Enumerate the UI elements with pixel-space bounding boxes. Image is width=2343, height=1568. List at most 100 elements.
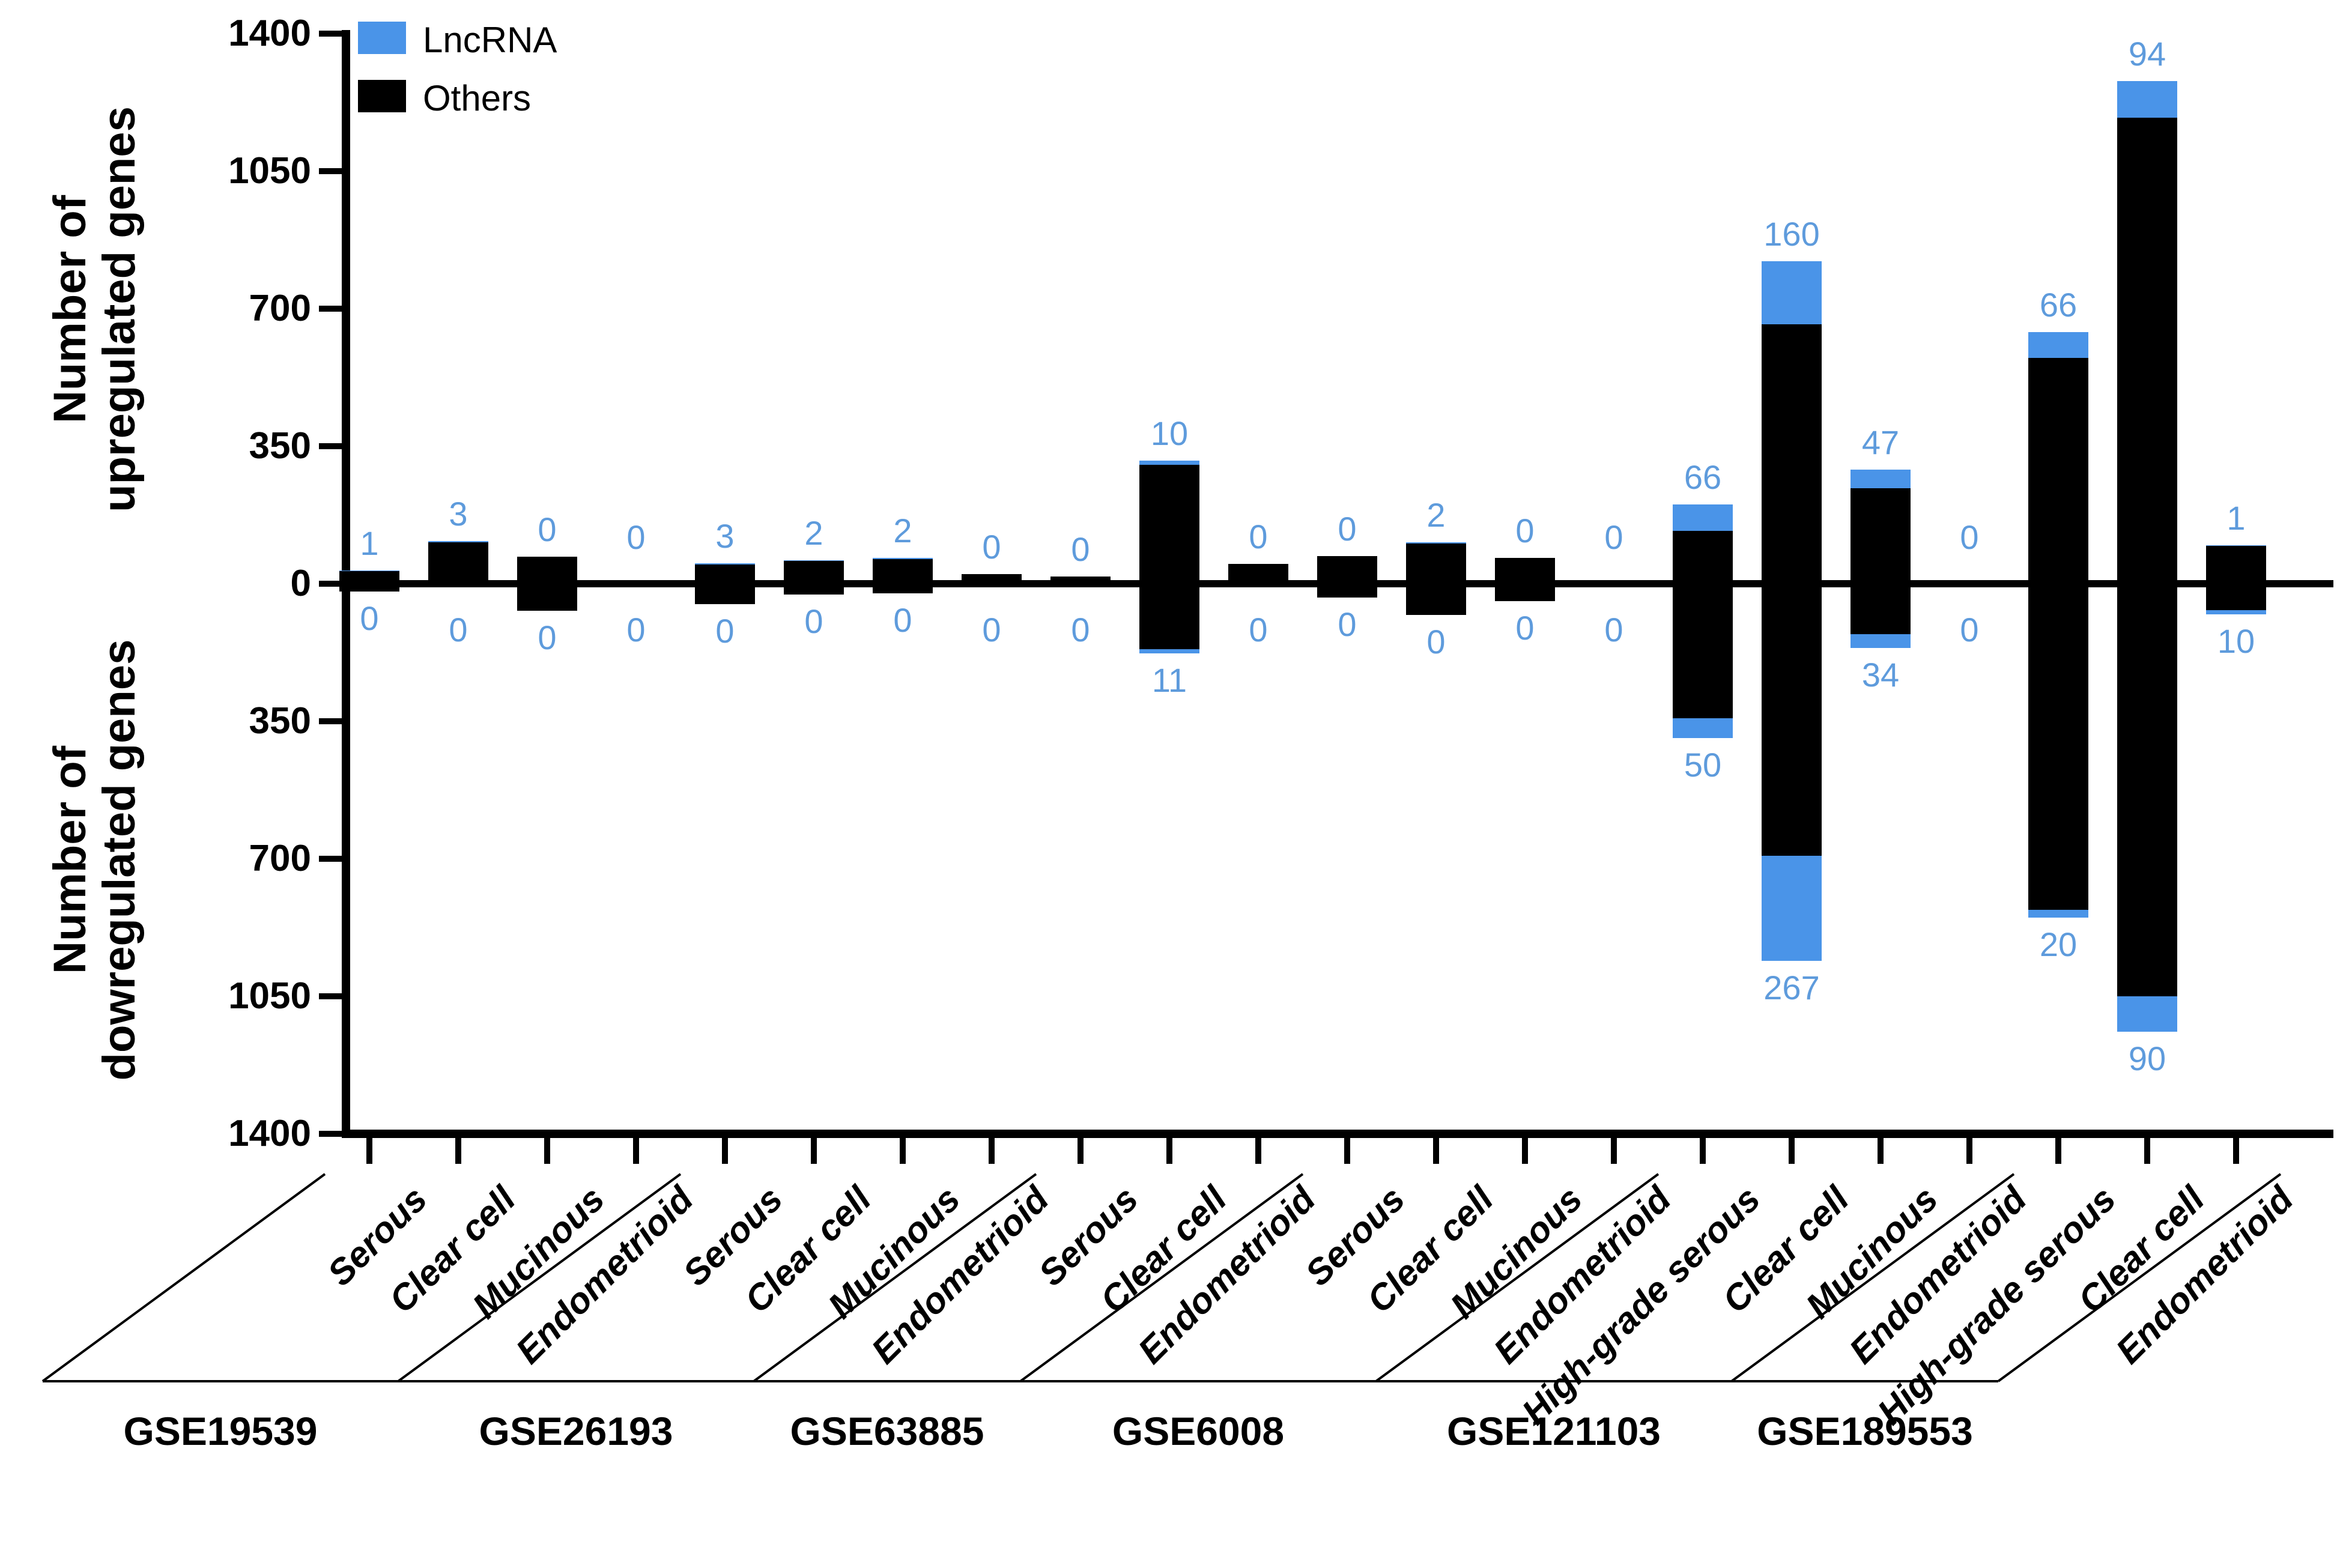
- down-lncrna-value-label: 34: [1861, 655, 1900, 694]
- bar-up-others: [1762, 324, 1822, 584]
- down-lncrna-value-label: 0: [626, 611, 646, 649]
- legend-swatch-others: [358, 80, 406, 112]
- bar-up-lncrna: [428, 540, 488, 542]
- bar-up-lncrna: [2117, 80, 2177, 118]
- up-lncrna-value-label: 0: [1960, 518, 1979, 556]
- bar-down-others: [1317, 584, 1377, 598]
- up-lncrna-value-label: 47: [1861, 423, 1900, 462]
- down-lncrna-value-label: 0: [715, 612, 735, 650]
- group-divider: [1730, 1173, 2015, 1382]
- bar-up-lncrna: [695, 563, 755, 565]
- bar-down-lncrna: [2028, 910, 2088, 918]
- dataset-label: GSE6008: [1112, 1409, 1285, 1453]
- bar-up-others: [784, 561, 844, 584]
- bar-up-lncrna: [1762, 261, 1822, 325]
- up-lncrna-value-label: 66: [2039, 286, 2078, 324]
- bar-down-lncrna: [2206, 610, 2266, 615]
- down-lncrna-value-label: 0: [449, 611, 468, 649]
- bar-down-lncrna: [1139, 649, 1199, 654]
- y-tick-label: 1400: [228, 1113, 311, 1154]
- group-divider: [753, 1173, 1037, 1382]
- bar-down-others: [2117, 584, 2177, 996]
- bar-up-lncrna: [1406, 542, 1466, 543]
- up-lncrna-value-label: 0: [982, 527, 1001, 566]
- bar-up-others: [1495, 558, 1555, 584]
- y-tick-label: 700: [249, 838, 311, 879]
- down-lncrna-value-label: 0: [1604, 611, 1623, 649]
- group-divider: [397, 1173, 682, 1382]
- bar-up-others: [1139, 464, 1199, 584]
- down-lncrna-value-label: 11: [1151, 661, 1187, 700]
- up-lncrna-value-label: 0: [538, 510, 557, 548]
- y-tick-label: 1400: [228, 13, 311, 54]
- up-lncrna-value-label: 1: [360, 524, 379, 563]
- up-lncrna-value-label: 0: [1338, 510, 1357, 548]
- bar-down-lncrna: [2117, 996, 2177, 1032]
- group-divider: [1997, 1173, 2282, 1382]
- bar-down-others: [1495, 584, 1555, 602]
- down-lncrna-value-label: 50: [1684, 746, 1722, 784]
- bar-up-lncrna: [2028, 332, 2088, 359]
- bar-up-others: [1228, 564, 1288, 584]
- bar-down-others: [1673, 584, 1733, 719]
- bar-up-others: [517, 556, 577, 584]
- bar-up-lncrna: [1139, 461, 1199, 465]
- bar-down-lncrna: [1762, 856, 1822, 961]
- up-lncrna-value-label: 2: [804, 513, 823, 552]
- bar-down-others: [1762, 584, 1822, 856]
- bar-down-lncrna: [1673, 718, 1733, 739]
- up-lncrna-value-label: 0: [1071, 530, 1090, 569]
- bar-down-others: [517, 584, 577, 611]
- up-lncrna-value-label: 10: [1150, 414, 1189, 453]
- bar-down-others: [695, 584, 755, 605]
- down-lncrna-value-label: 0: [982, 611, 1001, 649]
- up-lncrna-value-label: 160: [1763, 215, 1820, 253]
- bar-up-others: [873, 558, 933, 584]
- legend-swatch-lncrna: [358, 22, 406, 54]
- bar-up-lncrna: [1673, 504, 1733, 531]
- bar-down-others: [1850, 584, 1911, 635]
- y-tick-label: 1050: [228, 975, 311, 1017]
- down-lncrna-value-label: 0: [538, 619, 557, 657]
- bar-up-others: [1317, 556, 1377, 584]
- down-lncrna-value-label: 0: [1071, 611, 1090, 649]
- dataset-label: GSE19539: [123, 1409, 318, 1453]
- y-tick-label: 350: [249, 700, 311, 742]
- bar-down-others: [2206, 584, 2266, 611]
- down-lncrna-value-label: 0: [1249, 611, 1268, 649]
- dataset-label: GSE121103: [1447, 1409, 1661, 1453]
- up-lncrna-value-label: 1: [2226, 498, 2246, 537]
- up-lncrna-value-label: 0: [1515, 512, 1535, 550]
- bar-up-others: [428, 542, 488, 584]
- bar-up-others: [2117, 118, 2177, 584]
- dataset-label: GSE189553: [1757, 1409, 1973, 1453]
- bar-up-lncrna: [784, 560, 844, 562]
- bar-down-others: [2028, 584, 2088, 910]
- legend-label: LncRNA: [423, 20, 557, 60]
- bar-up-others: [1050, 577, 1111, 584]
- up-lncrna-value-label: 3: [449, 494, 468, 533]
- up-lncrna-value-label: 0: [1249, 518, 1268, 556]
- y-tick-label: 350: [249, 425, 311, 467]
- down-lncrna-value-label: 267: [1763, 969, 1820, 1007]
- up-lncrna-value-label: 0: [1604, 518, 1623, 556]
- group-divider: [1019, 1173, 1304, 1382]
- up-lncrna-value-label: 2: [1426, 496, 1446, 534]
- y-tick-label: 0: [290, 563, 311, 604]
- bar-down-others: [1139, 584, 1199, 650]
- bar-down-others: [784, 584, 844, 595]
- bar-up-others: [2028, 358, 2088, 584]
- down-lncrna-value-label: 0: [360, 599, 379, 638]
- down-lncrna-value-label: 0: [1960, 611, 1979, 649]
- up-lncrna-value-label: 94: [2128, 34, 2166, 73]
- bar-up-others: [2206, 545, 2266, 584]
- down-lncrna-value-label: 20: [2039, 925, 2078, 964]
- down-lncrna-value-label: 10: [2217, 622, 2255, 661]
- down-lncrna-value-label: 0: [893, 601, 912, 640]
- bar-down-others: [339, 584, 399, 592]
- bar-up-others: [1673, 530, 1733, 584]
- group-divider: [41, 1173, 326, 1382]
- bar-up-others: [1850, 488, 1911, 584]
- up-lncrna-value-label: 0: [626, 518, 646, 556]
